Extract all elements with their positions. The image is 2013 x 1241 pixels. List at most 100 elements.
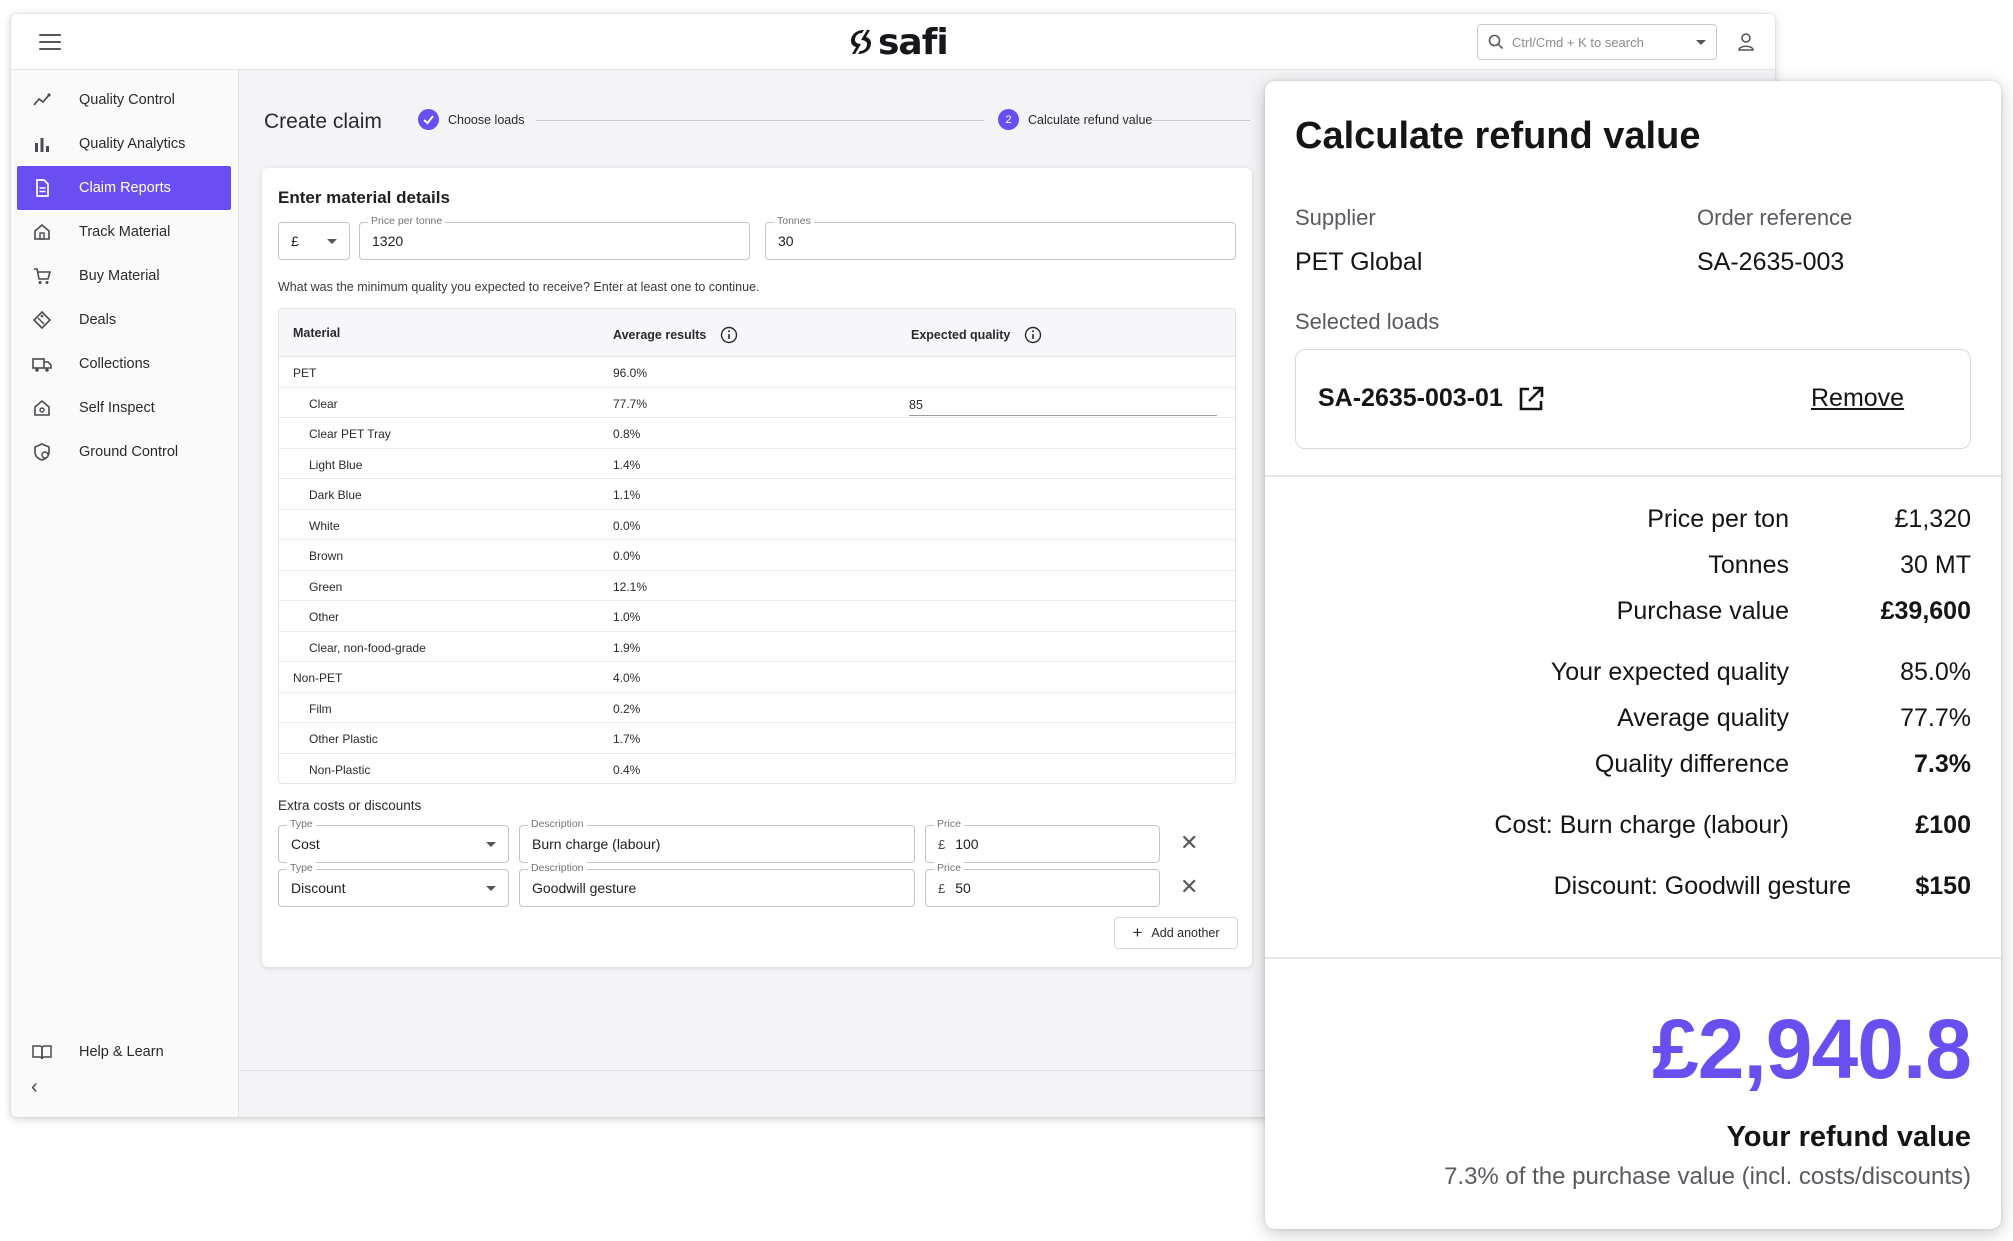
sidebar-item-claim-reports[interactable]: Claim Reports — [17, 166, 231, 210]
currency-value: £ — [291, 233, 299, 249]
average-result: 4.0% — [613, 671, 641, 685]
chevron-down-icon[interactable] — [1696, 39, 1706, 45]
header-expected: Expected quality — [911, 326, 1042, 344]
currency-select[interactable]: £ — [278, 222, 350, 260]
top-bar: safi — [11, 14, 1775, 70]
info-icon[interactable] — [720, 326, 738, 344]
header-average: Average results — [613, 326, 738, 344]
panel-title: Calculate refund value — [1295, 115, 1701, 157]
table-header: Material Average results Expected qualit… — [279, 309, 1235, 357]
average-result: 1.7% — [613, 732, 641, 746]
page-title: Create claim — [264, 110, 382, 133]
average-result: 0.2% — [613, 701, 641, 716]
material-name: Clear — [309, 396, 338, 411]
currency-prefix: £ — [938, 880, 946, 896]
sidebar-item-label: Ground Control — [79, 444, 179, 460]
field-label: Tonnes — [774, 215, 814, 227]
close-icon[interactable]: ✕ — [1180, 874, 1199, 899]
extra-description-input[interactable] — [532, 880, 902, 896]
extra-type-select[interactable]: Type Cost — [278, 818, 509, 863]
material-name: Light Blue — [309, 457, 363, 472]
selected-loads-label: Selected loads — [1295, 309, 1440, 334]
table-row: Light Blue 1.4% — [279, 449, 1235, 479]
summary-value: 7.3% — [1914, 750, 1971, 778]
extra-price-input[interactable] — [955, 836, 1147, 852]
sidebar-item-deals[interactable]: Deals — [17, 298, 231, 342]
average-result: 12.1% — [613, 579, 648, 594]
search-input[interactable] — [1512, 34, 1696, 50]
average-result: 1.0% — [613, 610, 641, 624]
material-name: White — [309, 518, 340, 533]
step-label: Calculate refund value — [1028, 112, 1153, 127]
step-number: 2 — [998, 109, 1019, 130]
extra-type-value: Discount — [291, 880, 346, 896]
material-name: Non-Plastic — [309, 762, 371, 777]
sidebar-item-quality-control[interactable]: Quality Control — [17, 78, 231, 122]
refund-note: 7.3% of the purchase value (incl. costs/… — [1444, 1163, 1971, 1190]
average-result: 1.1% — [613, 488, 641, 502]
summary-label: Average quality — [1617, 704, 1789, 732]
table-row: Non-Plastic 0.4% — [279, 754, 1235, 784]
extra-price-field[interactable]: Price £ — [925, 818, 1160, 863]
sidebar-item-self-inspect[interactable]: Self Inspect — [17, 386, 231, 430]
summary-label: Purchase value — [1616, 597, 1789, 625]
sidebar-item-collections[interactable]: Collections — [17, 342, 231, 386]
sidebar-item-quality-analytics[interactable]: Quality Analytics — [17, 122, 231, 166]
extra-description-field[interactable]: Description — [519, 818, 915, 863]
step-connector — [1150, 120, 1250, 121]
summary-row: Tonnes 30 MT — [1265, 551, 2001, 585]
close-icon[interactable]: ✕ — [1180, 830, 1199, 855]
external-link-icon[interactable] — [1517, 385, 1545, 413]
home-icon — [31, 221, 53, 243]
summary-value: $150 — [1915, 872, 1971, 900]
step-calculate-refund[interactable]: 2 Calculate refund value — [998, 109, 1152, 130]
material-name: Clear, non-food-grade — [309, 640, 426, 655]
user-icon[interactable] — [1735, 31, 1757, 53]
material-name: Green — [309, 579, 343, 594]
field-label: Description — [528, 862, 587, 874]
sidebar-item-label: Buy Material — [79, 268, 160, 284]
panel-divider — [1265, 957, 2001, 959]
extra-price-field[interactable]: Price £ — [925, 862, 1160, 907]
material-name: Brown — [309, 549, 344, 563]
sidebar-item-buy-material[interactable]: Buy Material — [17, 254, 231, 298]
extra-type-select[interactable]: Type Discount — [278, 862, 509, 907]
sidebar-item-help-learn[interactable]: Help & Learn — [17, 1030, 231, 1074]
expected-quality-input[interactable]: 85 — [909, 392, 1217, 416]
material-name: Other Plastic — [309, 732, 378, 746]
remove-load-link[interactable]: Remove — [1811, 384, 1905, 412]
material-name: Non-PET — [293, 671, 343, 685]
table-row: Clear 77.7% 85 — [279, 388, 1235, 418]
tonnes-input[interactable] — [778, 233, 1223, 249]
extra-description-input[interactable] — [532, 836, 902, 852]
summary-label: Discount: Goodwill gesture — [1553, 872, 1851, 900]
sidebar-item-label: Track Material — [79, 224, 171, 240]
add-another-button[interactable]: + Add another — [1114, 917, 1238, 949]
step-choose-loads[interactable]: Choose loads — [418, 109, 524, 130]
search-bar[interactable] — [1477, 24, 1717, 60]
tonnes-field[interactable]: Tonnes — [765, 215, 1236, 260]
table-row: Other 1.0% — [279, 601, 1235, 632]
price-per-tonne-input[interactable] — [372, 233, 737, 249]
sidebar-item-ground-control[interactable]: Ground Control — [17, 430, 231, 474]
extra-type-value: Cost — [291, 836, 320, 852]
info-icon[interactable] — [1024, 326, 1042, 344]
trend-icon — [31, 89, 53, 111]
order-reference-value: SA-2635-003 — [1697, 248, 1845, 276]
search-icon — [1488, 34, 1504, 50]
refund-amount: £2,940.8 — [1652, 1002, 1972, 1096]
main-content: Create claim Choose loads 2 Calculate re… — [240, 70, 1775, 1117]
average-result: 0.8% — [613, 427, 641, 441]
extra-description-field[interactable]: Description — [519, 862, 915, 907]
price-per-tonne-field[interactable]: Price per tonne — [359, 215, 750, 260]
average-result: 1.9% — [613, 640, 641, 655]
extra-price-input[interactable] — [955, 880, 1147, 896]
chevron-down-icon — [486, 842, 496, 847]
sidebar-item-track-material[interactable]: Track Material — [17, 210, 231, 254]
summary-label: Tonnes — [1708, 551, 1789, 579]
collapse-sidebar-icon[interactable]: ‹ — [31, 1076, 38, 1098]
summary-value: £39,600 — [1880, 597, 1971, 625]
chevron-down-icon — [486, 886, 496, 891]
menu-icon[interactable] — [39, 34, 61, 50]
average-result: 1.4% — [613, 457, 641, 472]
